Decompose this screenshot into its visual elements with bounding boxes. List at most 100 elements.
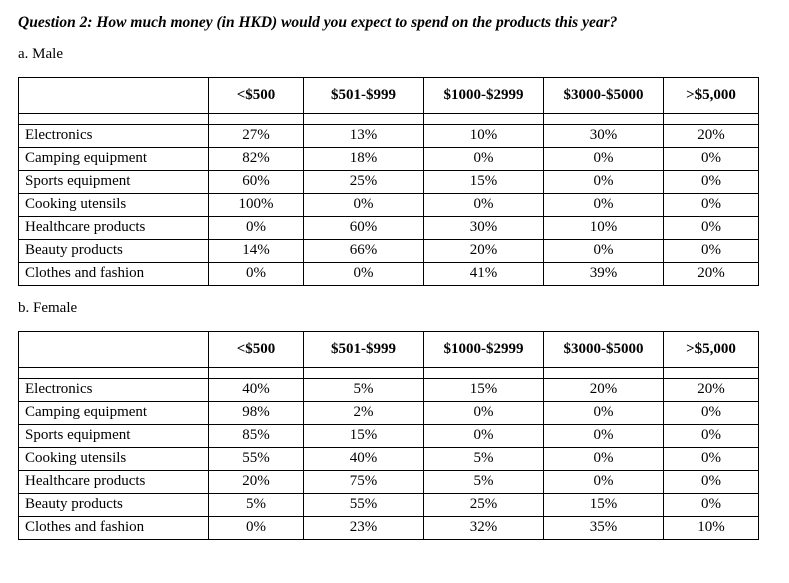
- cell: 0%: [664, 493, 759, 516]
- header-col: <$500: [209, 331, 304, 367]
- table-row: Cooking utensils 100% 0% 0% 0% 0%: [19, 193, 759, 216]
- cell: 41%: [424, 262, 544, 285]
- row-category: Camping equipment: [19, 147, 209, 170]
- cell: 0%: [304, 193, 424, 216]
- cell: 30%: [424, 216, 544, 239]
- spend-table-male: <$500 $501-$999 $1000-$2999 $3000-$5000 …: [18, 77, 759, 286]
- cell: 40%: [304, 447, 424, 470]
- cell: 25%: [424, 493, 544, 516]
- cell: 0%: [304, 262, 424, 285]
- cell: 27%: [209, 124, 304, 147]
- table-row: Electronics 27% 13% 10% 30% 20%: [19, 124, 759, 147]
- section-label-female: b. Female: [18, 300, 771, 317]
- cell: 0%: [664, 424, 759, 447]
- cell: 10%: [424, 124, 544, 147]
- cell: 15%: [424, 170, 544, 193]
- table-header-row: <$500 $501-$999 $1000-$2999 $3000-$5000 …: [19, 78, 759, 114]
- table-row: Electronics 40% 5% 15% 20% 20%: [19, 378, 759, 401]
- header-col: $501-$999: [304, 78, 424, 114]
- header-col: $501-$999: [304, 331, 424, 367]
- cell: 32%: [424, 516, 544, 539]
- cell: 40%: [209, 378, 304, 401]
- cell: 0%: [209, 262, 304, 285]
- cell: 66%: [304, 239, 424, 262]
- row-category: Clothes and fashion: [19, 262, 209, 285]
- question-title: Question 2: How much money (in HKD) woul…: [18, 14, 771, 32]
- cell: 60%: [209, 170, 304, 193]
- cell: 25%: [304, 170, 424, 193]
- cell: 20%: [209, 470, 304, 493]
- header-blank: [19, 78, 209, 114]
- header-col: $3000-$5000: [544, 78, 664, 114]
- row-category: Sports equipment: [19, 170, 209, 193]
- cell: 85%: [209, 424, 304, 447]
- cell: 39%: [544, 262, 664, 285]
- cell: 0%: [544, 239, 664, 262]
- table-row: Healthcare products 20% 75% 5% 0% 0%: [19, 470, 759, 493]
- header-col: $1000-$2999: [424, 331, 544, 367]
- row-category: Cooking utensils: [19, 447, 209, 470]
- cell: 0%: [664, 401, 759, 424]
- cell: 20%: [544, 378, 664, 401]
- cell: 100%: [209, 193, 304, 216]
- row-category: Beauty products: [19, 239, 209, 262]
- cell: 23%: [304, 516, 424, 539]
- row-category: Camping equipment: [19, 401, 209, 424]
- cell: 2%: [304, 401, 424, 424]
- row-category: Cooking utensils: [19, 193, 209, 216]
- row-category: Sports equipment: [19, 424, 209, 447]
- cell: 35%: [544, 516, 664, 539]
- cell: 18%: [304, 147, 424, 170]
- cell: 0%: [664, 193, 759, 216]
- header-col: <$500: [209, 78, 304, 114]
- cell: 5%: [304, 378, 424, 401]
- cell: 15%: [304, 424, 424, 447]
- table-header-row: <$500 $501-$999 $1000-$2999 $3000-$5000 …: [19, 331, 759, 367]
- table-row: Healthcare products 0% 60% 30% 10% 0%: [19, 216, 759, 239]
- cell: 0%: [424, 193, 544, 216]
- cell: 98%: [209, 401, 304, 424]
- header-col: $1000-$2999: [424, 78, 544, 114]
- cell: 60%: [304, 216, 424, 239]
- table-row: Camping equipment 82% 18% 0% 0% 0%: [19, 147, 759, 170]
- cell: 55%: [304, 493, 424, 516]
- cell: 0%: [664, 170, 759, 193]
- cell: 0%: [424, 401, 544, 424]
- cell: 0%: [664, 216, 759, 239]
- table-row: Beauty products 14% 66% 20% 0% 0%: [19, 239, 759, 262]
- table-row: Beauty products 5% 55% 25% 15% 0%: [19, 493, 759, 516]
- cell: 5%: [424, 447, 544, 470]
- section-label-male: a. Male: [18, 46, 771, 63]
- cell: 0%: [544, 447, 664, 470]
- cell: 0%: [664, 239, 759, 262]
- cell: 0%: [544, 401, 664, 424]
- cell: 0%: [544, 170, 664, 193]
- cell: 0%: [544, 424, 664, 447]
- cell: 0%: [544, 193, 664, 216]
- cell: 15%: [424, 378, 544, 401]
- header-col: $3000-$5000: [544, 331, 664, 367]
- cell: 20%: [664, 262, 759, 285]
- cell: 30%: [544, 124, 664, 147]
- row-category: Electronics: [19, 378, 209, 401]
- cell: 20%: [664, 378, 759, 401]
- table-row: Clothes and fashion 0% 23% 32% 35% 10%: [19, 516, 759, 539]
- cell: 14%: [209, 239, 304, 262]
- table-row: Sports equipment 85% 15% 0% 0% 0%: [19, 424, 759, 447]
- cell: 20%: [664, 124, 759, 147]
- header-col: >$5,000: [664, 78, 759, 114]
- table-row: Clothes and fashion 0% 0% 41% 39% 20%: [19, 262, 759, 285]
- cell: 10%: [544, 216, 664, 239]
- table-row: Sports equipment 60% 25% 15% 0% 0%: [19, 170, 759, 193]
- cell: 0%: [664, 147, 759, 170]
- header-spacer-row: [19, 113, 759, 124]
- row-category: Healthcare products: [19, 470, 209, 493]
- cell: 0%: [424, 424, 544, 447]
- row-category: Beauty products: [19, 493, 209, 516]
- row-category: Healthcare products: [19, 216, 209, 239]
- table-row: Camping equipment 98% 2% 0% 0% 0%: [19, 401, 759, 424]
- cell: 15%: [544, 493, 664, 516]
- cell: 0%: [209, 516, 304, 539]
- cell: 0%: [544, 470, 664, 493]
- header-col: >$5,000: [664, 331, 759, 367]
